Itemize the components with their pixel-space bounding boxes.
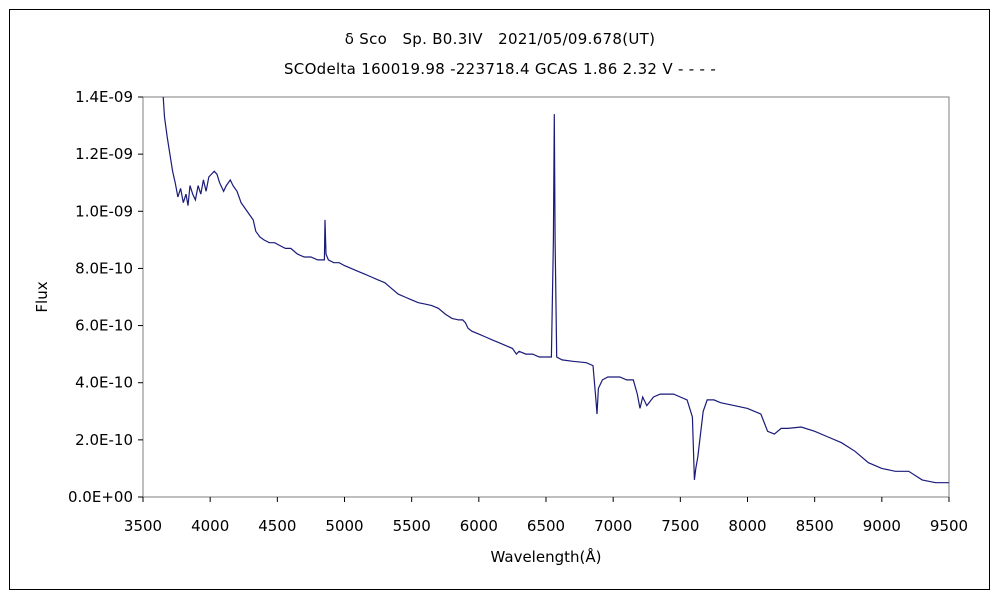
- y-tick-label: 1.0E-09: [75, 202, 133, 220]
- chart-title: δ Sco Sp. B0.3IV 2021/05/09.678(UT): [344, 30, 656, 48]
- x-tick-label: 4500: [258, 517, 296, 535]
- x-tick-label: 5500: [393, 517, 431, 535]
- y-tick-label: 8.0E-10: [75, 259, 133, 277]
- plot-area: [142, 96, 950, 498]
- y-tick-label: 6.0E-10: [75, 317, 133, 335]
- x-axis-label: Wavelength(Å): [491, 547, 602, 566]
- y-tick-label: 1.2E-09: [75, 145, 133, 163]
- x-tick-label: 9000: [863, 517, 901, 535]
- y-axis-label: Flux: [33, 281, 51, 312]
- x-tick-label: 4000: [191, 517, 229, 535]
- x-tick-label: 6000: [460, 517, 498, 535]
- x-tick-label: 8500: [796, 517, 834, 535]
- x-tick-label: 9500: [930, 517, 968, 535]
- x-tick-label: 7000: [594, 517, 632, 535]
- x-tick-label: 8000: [728, 517, 766, 535]
- y-tick-label: 2.0E-10: [75, 431, 133, 449]
- y-tick-label: 0.0E+00: [68, 488, 133, 506]
- x-tick-label: 3500: [124, 517, 162, 535]
- x-tick-label: 5000: [325, 517, 363, 535]
- spectrum-series-line: [162, 96, 949, 484]
- y-tick-label: 1.4E-09: [75, 88, 133, 106]
- y-tick-label: 4.0E-10: [75, 374, 133, 392]
- x-tick-label: 6500: [527, 517, 565, 535]
- x-tick-label: 7500: [661, 517, 699, 535]
- chart-subtitle: SCOdelta 160019.98 -223718.4 GCAS 1.86 2…: [283, 60, 717, 78]
